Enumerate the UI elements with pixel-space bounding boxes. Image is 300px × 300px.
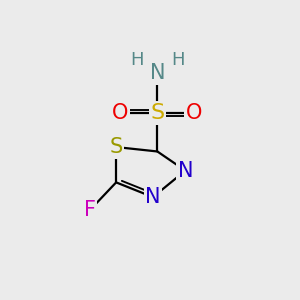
Text: N: N: [150, 63, 165, 83]
Text: O: O: [186, 103, 202, 123]
Text: O: O: [112, 103, 129, 123]
Text: N: N: [145, 187, 161, 207]
Text: F: F: [84, 200, 96, 220]
Text: H: H: [171, 51, 185, 69]
Text: H: H: [130, 51, 143, 69]
Text: S: S: [150, 103, 164, 123]
Text: S: S: [110, 137, 123, 157]
Text: N: N: [178, 160, 193, 181]
